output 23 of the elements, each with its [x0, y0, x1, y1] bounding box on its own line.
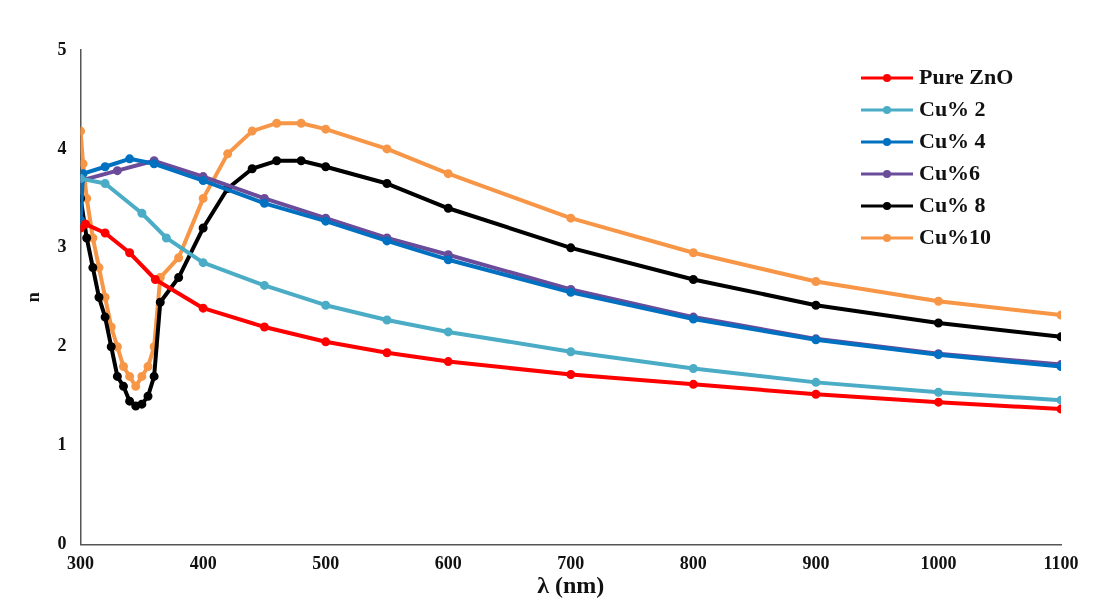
- y-tick-label: 0: [57, 533, 67, 554]
- x-tick-label: 900: [802, 553, 830, 574]
- x-tick-label: 400: [189, 553, 217, 574]
- x-tick-label: 600: [434, 553, 462, 574]
- legend-label: Cu% 8: [919, 191, 986, 217]
- y-tick-label: 5: [57, 38, 67, 59]
- x-tick-label: 1100: [1043, 553, 1079, 574]
- legend-label: Cu%10: [919, 223, 992, 249]
- legend-label: Cu% 2: [919, 95, 986, 121]
- y-tick-label: 1: [57, 434, 67, 455]
- x-tick-label: 800: [679, 553, 707, 574]
- x-tick-label: 1000: [920, 553, 957, 574]
- x-tick-label: 300: [67, 553, 95, 574]
- legend-label: Cu% 4: [919, 127, 986, 153]
- x-axis-title: λ (nm): [537, 571, 605, 598]
- x-tick-label: 700: [557, 553, 585, 574]
- y-axis-title: n: [23, 292, 44, 303]
- x-tick-label: 500: [312, 553, 340, 574]
- legend-label: Pure ZnO: [919, 63, 1014, 89]
- y-tick-label: 4: [57, 137, 67, 158]
- legend-label: Cu%6: [919, 159, 981, 185]
- y-tick-label: 2: [57, 335, 67, 356]
- y-tick-label: 3: [57, 236, 67, 257]
